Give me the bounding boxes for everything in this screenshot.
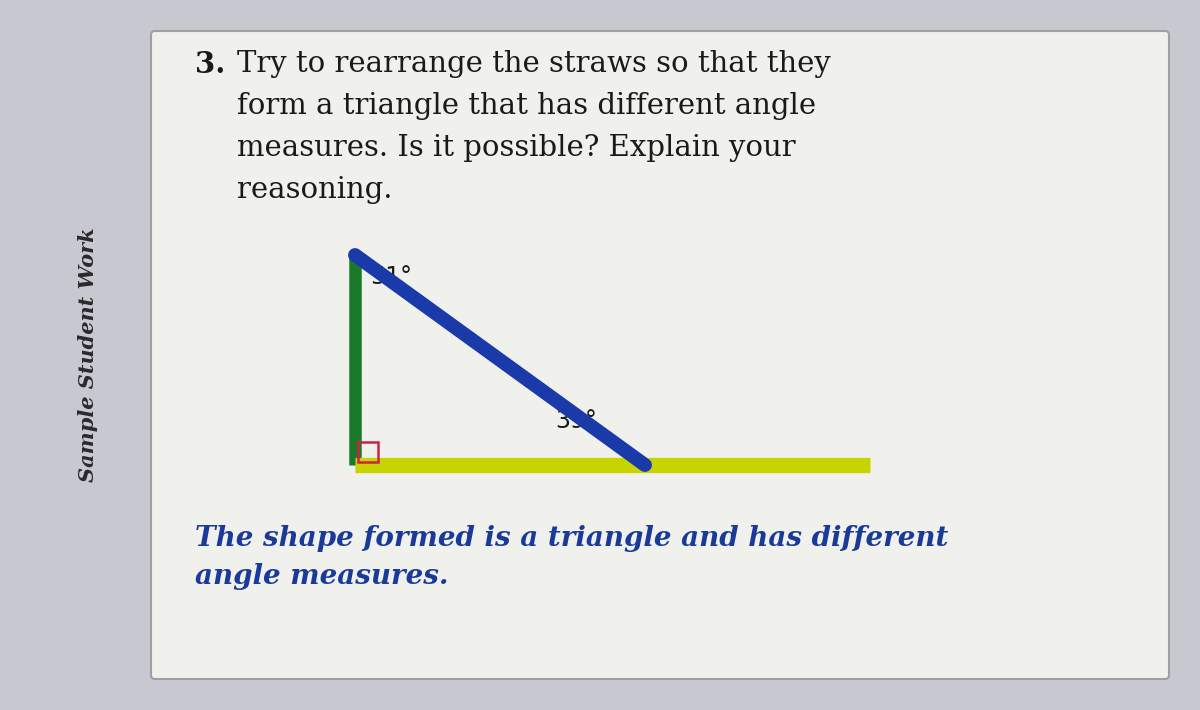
Text: 3.: 3.: [194, 50, 226, 79]
Text: 51°: 51°: [370, 265, 412, 289]
Text: Sample Student Work: Sample Student Work: [78, 228, 98, 482]
Text: The shape formed is a triangle and has different: The shape formed is a triangle and has d…: [194, 525, 948, 552]
Text: measures. Is it possible? Explain your: measures. Is it possible? Explain your: [238, 134, 796, 162]
Text: Try to rearrange the straws so that they: Try to rearrange the straws so that they: [238, 50, 830, 78]
Text: form a triangle that has different angle: form a triangle that has different angle: [238, 92, 816, 120]
Text: angle measures.: angle measures.: [194, 563, 449, 590]
Text: 39°: 39°: [554, 409, 596, 433]
Bar: [358, 442, 378, 462]
FancyBboxPatch shape: [151, 31, 1169, 679]
Text: reasoning.: reasoning.: [238, 176, 392, 204]
